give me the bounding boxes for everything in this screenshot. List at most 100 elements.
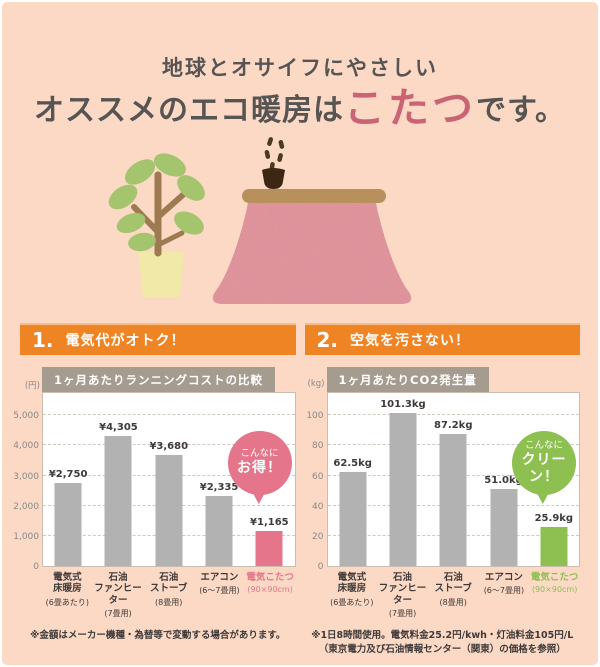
bar-value-label: 87.2kg xyxy=(434,420,473,432)
category-note: (6～7畳用) xyxy=(483,586,525,596)
title-highlight-kotatsu: こたつ xyxy=(344,84,476,132)
category-note: (6畳あたり) xyxy=(45,597,90,607)
plot-area: ¥2,750 ¥4,305 ¥3,680 ¥2,335 ¥1,165 こんなに お得！ xyxy=(42,392,296,568)
badge-line2: クリーン！ xyxy=(521,451,567,486)
category-note: (8畳用) xyxy=(439,597,467,607)
category-label: 電気式 床暖房 (6畳あたり) xyxy=(327,572,378,619)
bar-value-label: ¥2,335 xyxy=(199,481,239,493)
bar-value-label: ¥1,165 xyxy=(250,516,289,528)
category-label: 石油 ストーブ (8畳用) xyxy=(428,572,479,619)
category-note: (8畳用) xyxy=(155,597,183,607)
section-header-1: 1. 電気代がオトク！ xyxy=(20,323,296,356)
y-axis: (円) 5,000 4,000 3,000 2,000 1,000 0 xyxy=(13,381,42,572)
y-axis-tick: 3,000 xyxy=(13,471,39,482)
category-note: (6畳あたり) xyxy=(330,597,374,607)
co2-chart: 1ヶ月あたりCO2発生量 (kg) 100 80 60 40 20 0 62.5kg 101.… xyxy=(305,367,581,619)
category-note: (7畳用) xyxy=(104,609,132,619)
section-number-1: 1. xyxy=(32,328,54,353)
footnote-right-line2: （東京電力及び石油情報センター（関東）の価格を参照） xyxy=(318,644,566,656)
category-name: エアコン xyxy=(200,572,239,584)
bar xyxy=(255,530,283,567)
bar-value-label: ¥4,305 xyxy=(99,422,138,434)
category-axis: 電気式 床暖房 (6畳あたり) 石油 ファンヒーター (7畳用) 石油 ストーブ (8畳用) エア… xyxy=(42,572,296,619)
badge-tail xyxy=(252,493,265,505)
category-note: (90×90cm) xyxy=(531,585,578,595)
category-note: (6～7畳用) xyxy=(199,586,240,596)
footnote-right-line1: ※1日8時間使用。電気料金25.2円/kwh・灯油料金105円/L xyxy=(311,630,574,642)
category-note: (7畳用) xyxy=(388,609,417,619)
y-axis-tick: 4,000 xyxy=(13,441,39,452)
badge-tail xyxy=(536,493,549,505)
charts: 1ヶ月あたりランニングコストの比較 (円) 5,000 4,000 3,000 2,00… xyxy=(2,357,598,619)
bar-value-label: 62.5kg xyxy=(333,457,372,469)
category-label: 電気こたつ (90×90cm) xyxy=(245,572,296,619)
chart-title-running-cost: 1ヶ月あたりランニングコストの比較 xyxy=(42,367,275,393)
y-axis-tick: 20 xyxy=(312,531,324,542)
badge-line2: お得！ xyxy=(237,460,282,477)
badge-line1: こんなに xyxy=(240,448,279,460)
bar xyxy=(540,527,568,567)
y-axis-unit: (円) xyxy=(24,381,40,392)
gridline xyxy=(43,444,295,446)
category-label: エアコン (6～7畳用) xyxy=(194,572,245,619)
category-label: エアコン (6～7畳用) xyxy=(479,572,530,619)
title-line1: 地球とオサイフにやさしい xyxy=(162,55,438,80)
page-title: 地球とオサイフにやさしい オススメのエコ暖房はこたつです。 xyxy=(2,2,598,131)
kotatsu-illustration-svg xyxy=(108,137,412,305)
plot-area: 62.5kg 101.3kg 87.2kg 51.0kg 25.9kg こんなに クリーン！ xyxy=(326,392,580,568)
category-label: 石油 ストーブ (8畳用) xyxy=(143,572,194,619)
category-name: 石油 ファンヒーター xyxy=(378,572,427,606)
y-axis-tick: 0 xyxy=(317,562,324,573)
y-axis-tick: 80 xyxy=(312,441,324,452)
bar-value-label: 25.9kg xyxy=(534,513,574,524)
category-label: 石油 ファンヒーター (7畳用) xyxy=(377,572,428,619)
bar xyxy=(205,495,233,567)
category-name: 電気こたつ xyxy=(530,572,579,584)
y-axis-tick: 2,000 xyxy=(13,501,39,512)
y-axis-tick: 1,000 xyxy=(13,531,39,542)
section-header-2: 2. 空気を汚さない！ xyxy=(304,323,580,356)
section-label-2: 空気を汚さない！ xyxy=(350,333,471,350)
bar xyxy=(439,434,467,567)
title-line2: オススメのエコ暖房はこたつです。 xyxy=(2,84,598,132)
footnote-right: ※1日8時間使用。電気料金25.2円/kwh・灯油料金105円/L （東京電力及… xyxy=(305,629,581,657)
footnote-left: ※金額はメーカー機種・為替等で変動する場合があります。 xyxy=(30,630,286,642)
bar xyxy=(54,483,82,567)
category-name: 電気式 床暖房 xyxy=(53,572,82,595)
category-name: 石油 ストーブ xyxy=(150,572,188,595)
section-headers: 1. 電気代がオトク！ 2. 空気を汚さない！ xyxy=(2,323,598,356)
bar-value-label: 101.3kg xyxy=(380,399,426,411)
section-number-2: 2. xyxy=(316,328,339,353)
section-label-1: 電気代がオトク！ xyxy=(65,333,186,350)
y-axis-tick: 0 xyxy=(33,562,39,573)
y-axis-tick: 100 xyxy=(306,411,324,422)
category-axis: 電気式 床暖房 (6畳あたり) 石油 ファンヒーター (7畳用) 石油 ストーブ (8畳用) エア… xyxy=(327,572,581,619)
gridline xyxy=(327,414,579,416)
category-name: 石油 ストーブ xyxy=(434,572,472,595)
bar xyxy=(155,454,183,567)
y-axis-tick: 40 xyxy=(312,501,324,512)
badge-line1: こんなに xyxy=(524,439,563,451)
gridline xyxy=(43,414,295,416)
title-line2-post: です。 xyxy=(476,93,566,128)
category-name: 石油 ファンヒーター xyxy=(94,572,142,606)
callout-badge: こんなに クリーン！ xyxy=(512,431,576,505)
kotatsu-illustration xyxy=(90,135,510,321)
potted-plant xyxy=(108,153,205,298)
bar xyxy=(104,436,132,567)
kotatsu xyxy=(212,137,412,305)
y-axis: (kg) 100 80 60 40 20 0 xyxy=(305,379,327,572)
y-axis-unit: (kg) xyxy=(307,379,325,390)
category-label: 電気こたつ (90×90cm) xyxy=(529,572,580,619)
y-axis-tick: 60 xyxy=(312,471,324,482)
category-name: 電気式 床暖房 xyxy=(337,572,367,595)
title-line2-pre: オススメのエコ暖房は xyxy=(34,93,344,128)
running-cost-chart: 1ヶ月あたりランニングコストの比較 (円) 5,000 4,000 3,000 2,00… xyxy=(13,367,296,619)
bar-value-label: ¥2,750 xyxy=(48,469,88,481)
bar-value-label: 51.0kg xyxy=(484,475,523,487)
callout-badge: こんなに お得！ xyxy=(227,431,292,505)
chart-title-co2: 1ヶ月あたりCO2発生量 xyxy=(326,367,489,393)
y-axis-tick: 5,000 xyxy=(13,411,39,422)
category-label: 石油 ファンヒーター (7畳用) xyxy=(93,572,144,619)
